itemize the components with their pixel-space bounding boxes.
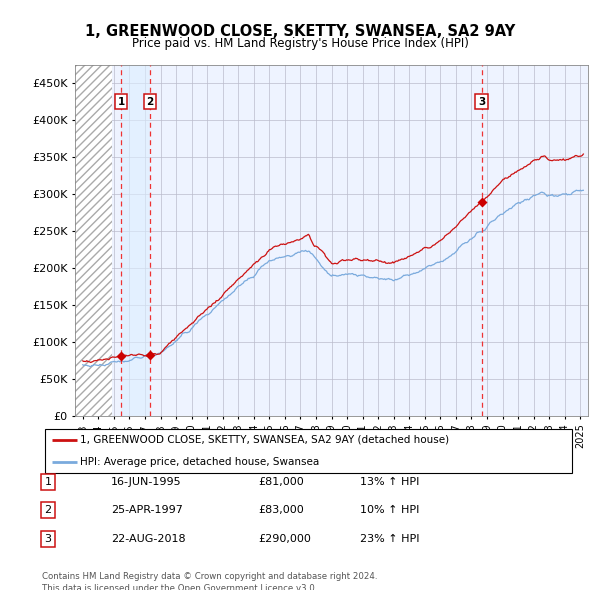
Text: 23% ↑ HPI: 23% ↑ HPI: [360, 534, 419, 543]
Text: £83,000: £83,000: [258, 506, 304, 515]
Text: 2: 2: [146, 97, 154, 107]
Text: £290,000: £290,000: [258, 534, 311, 543]
Text: 25-APR-1997: 25-APR-1997: [111, 506, 183, 515]
Bar: [121, 65, 150, 416]
Text: Contains HM Land Registry data © Crown copyright and database right 2024.
This d: Contains HM Land Registry data © Crown c…: [42, 572, 377, 590]
Text: 22-AUG-2018: 22-AUG-2018: [111, 534, 185, 543]
Text: 1, GREENWOOD CLOSE, SKETTY, SWANSEA, SA2 9AY (detached house): 1, GREENWOOD CLOSE, SKETTY, SWANSEA, SA2…: [80, 435, 449, 445]
Text: £81,000: £81,000: [258, 477, 304, 487]
Text: 13% ↑ HPI: 13% ↑ HPI: [360, 477, 419, 487]
Text: 3: 3: [478, 97, 485, 107]
Text: Price paid vs. HM Land Registry's House Price Index (HPI): Price paid vs. HM Land Registry's House …: [131, 37, 469, 50]
Text: 1: 1: [44, 477, 52, 487]
Bar: [75, 65, 112, 416]
Text: 16-JUN-1995: 16-JUN-1995: [111, 477, 182, 487]
Text: 1: 1: [118, 97, 125, 107]
Text: 2: 2: [44, 506, 52, 515]
Text: 3: 3: [44, 534, 52, 543]
Text: 10% ↑ HPI: 10% ↑ HPI: [360, 506, 419, 515]
Text: HPI: Average price, detached house, Swansea: HPI: Average price, detached house, Swan…: [80, 457, 320, 467]
Text: 1, GREENWOOD CLOSE, SKETTY, SWANSEA, SA2 9AY: 1, GREENWOOD CLOSE, SKETTY, SWANSEA, SA2…: [85, 24, 515, 38]
FancyBboxPatch shape: [44, 428, 572, 473]
